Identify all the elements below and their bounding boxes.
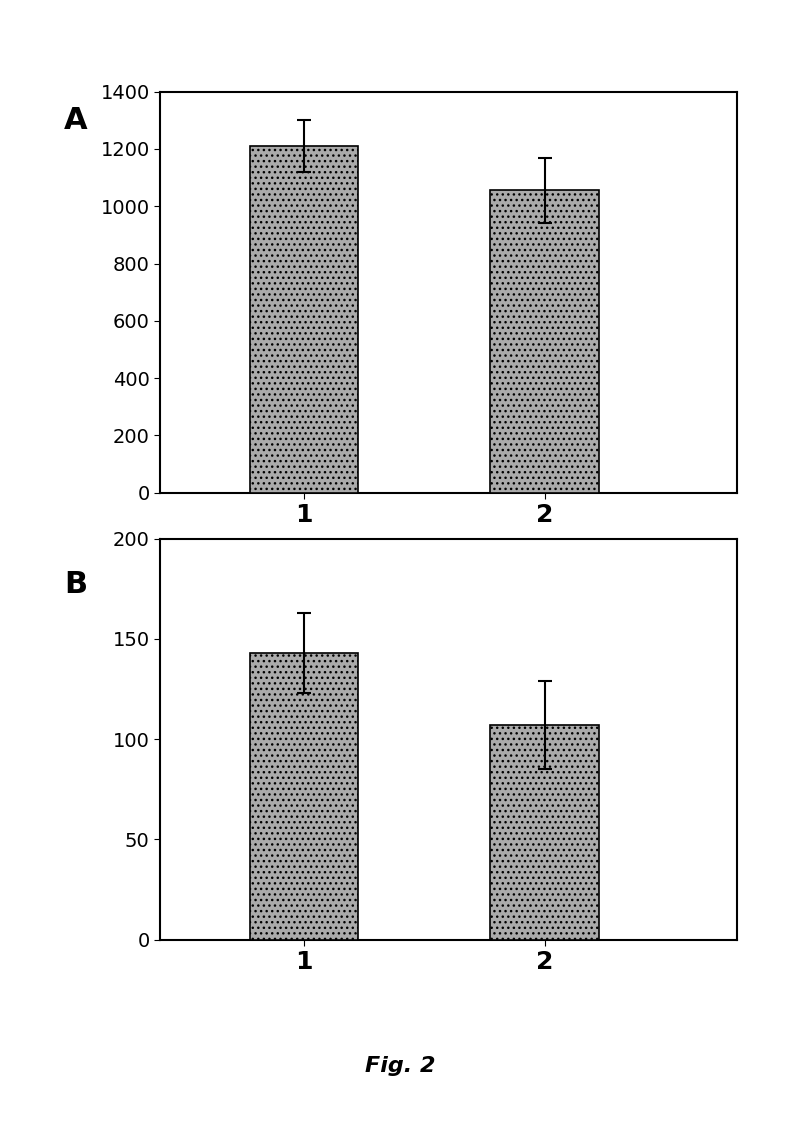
Text: A: A xyxy=(64,105,88,135)
Text: Fig. 2: Fig. 2 xyxy=(365,1055,435,1076)
Bar xyxy=(490,190,598,493)
Bar xyxy=(250,147,358,493)
Bar xyxy=(250,653,358,940)
Bar xyxy=(490,725,598,940)
Text: B: B xyxy=(64,570,87,599)
